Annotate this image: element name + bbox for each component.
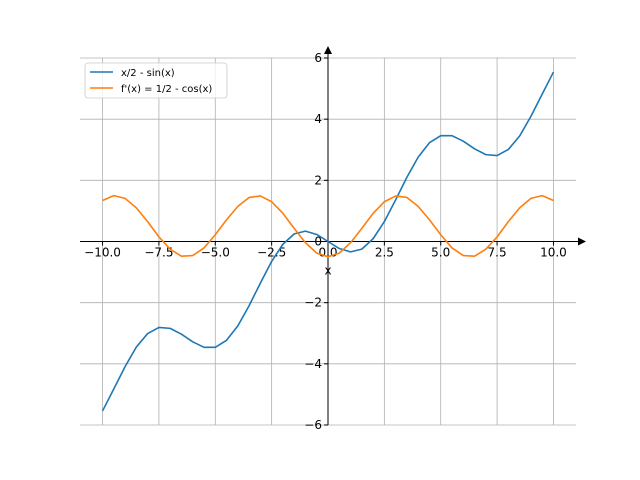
y-tick-label: 4 (314, 112, 322, 126)
y-tick-label: −2 (304, 296, 322, 310)
x-tick-label: −5.0 (201, 246, 230, 260)
series-line-1 (101, 71, 555, 412)
plot-series (101, 71, 555, 412)
y-tick-label: 6 (314, 51, 322, 65)
x-tick-label: −2.5 (257, 246, 286, 260)
y-tick-label: −4 (304, 357, 322, 371)
y-tick-label: 2 (314, 173, 322, 187)
series-line-2 (102, 194, 554, 258)
legend-label-series-2: f'(x) = 1/2 - cos(x) (121, 84, 212, 95)
y-axis-arrowhead (324, 46, 332, 54)
x-axis-arrowhead (578, 237, 586, 246)
ticks: −10.0 −7.5 −5.0 −2.5 0.0 2.5 5.0 7.5 10.0−6−4−20… (84, 51, 567, 432)
legend-label-series-1: x/2 - sin(x) (121, 68, 175, 79)
x-tick-label: 7.5 (488, 246, 507, 260)
y-tick-label: −6 (304, 418, 322, 432)
y-tick-label: 0 (314, 235, 322, 249)
x-tick-label: 2.5 (375, 246, 394, 260)
legend: x/2 - sin(x) f'(x) = 1/2 - cos(x) (84, 62, 228, 99)
x-tick-label: 10.0 (540, 246, 567, 260)
x-axis-label: x (324, 264, 331, 278)
x-tick-label: −10.0 (84, 246, 121, 260)
legend-frame (84, 62, 228, 99)
x-tick-label: 5.0 (431, 246, 450, 260)
x-tick-label: −7.5 (144, 246, 173, 260)
